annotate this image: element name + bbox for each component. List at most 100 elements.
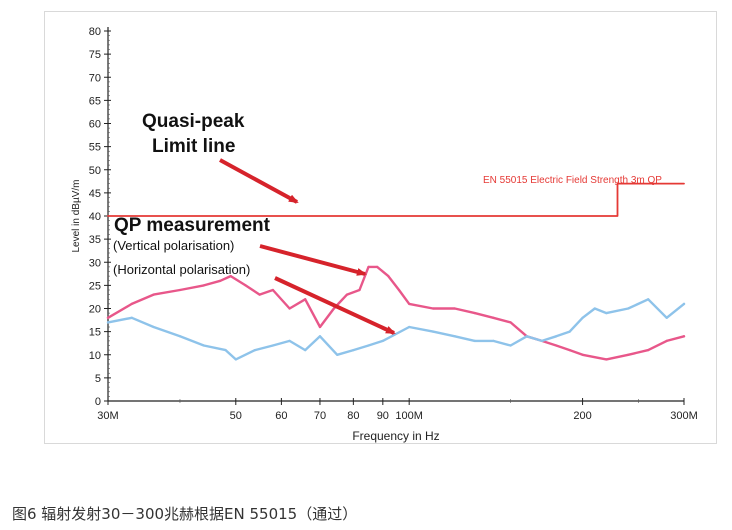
- x-tick-label: 100M: [395, 410, 423, 422]
- vertical-point: [473, 312, 476, 315]
- horizontal-point: [304, 349, 307, 352]
- horizontal-point: [178, 335, 182, 338]
- x-tick-label: 70: [314, 410, 326, 422]
- vertical-point: [568, 349, 571, 352]
- vertical-series-line: [106, 265, 686, 361]
- horizontal-point: [367, 344, 370, 347]
- horizontal-arrow: [274, 276, 396, 335]
- vertical-point: [244, 284, 247, 287]
- horizontal-point: [202, 344, 205, 347]
- y-tick-label: 25: [89, 280, 101, 292]
- vertical-point: [271, 288, 275, 292]
- horizontal-point: [431, 330, 435, 333]
- y-tick-label: 0: [95, 396, 101, 408]
- vertical-annotation: (Vertical polarisation): [113, 238, 234, 253]
- horizontal-point: [352, 349, 355, 352]
- x-tick-label: 200: [573, 410, 591, 422]
- horizontal-annotation: (Horizontal polarisation): [113, 262, 250, 277]
- y-tick-label: 15: [89, 327, 101, 339]
- vertical-point: [318, 325, 322, 329]
- vertical-point: [492, 316, 495, 319]
- horizontal-point: [234, 358, 237, 361]
- horizontal-point: [152, 325, 155, 329]
- vertical-arrow: [259, 244, 367, 276]
- horizontal-point: [130, 316, 133, 319]
- x-tick-label: 90: [377, 410, 389, 422]
- horizontal-point: [540, 339, 544, 342]
- y-tick-label: 20: [89, 304, 101, 316]
- x-tick-label: 30M: [97, 410, 118, 422]
- horizontal-point: [525, 335, 528, 338]
- figure-caption: 图6 辐射发射30－300兆赫根据EN 55015（通过）: [12, 505, 358, 523]
- vertical-point: [202, 284, 205, 287]
- horizontal-point: [647, 298, 650, 301]
- horizontal-point: [408, 325, 411, 329]
- vertical-point: [376, 265, 379, 268]
- y-tick-label: 55: [89, 142, 101, 154]
- vertical-point: [345, 293, 349, 296]
- vertical-point: [555, 344, 558, 347]
- vertical-point: [387, 275, 390, 278]
- vertical-point: [288, 307, 291, 310]
- horizontal-point: [593, 307, 596, 310]
- y-tick-label: 80: [89, 26, 101, 38]
- horizontal-point: [492, 339, 495, 342]
- limit-line: [107, 182, 685, 217]
- x-tick-label: 50: [230, 410, 242, 422]
- vertical-point: [647, 349, 650, 352]
- vertical-point: [682, 335, 686, 338]
- horizontal-point: [453, 335, 456, 338]
- vertical-point: [130, 302, 133, 305]
- vertical-point: [581, 353, 584, 356]
- vertical-point: [219, 279, 222, 282]
- horizontal-point: [555, 335, 558, 338]
- y-tick-label: 40: [89, 211, 101, 223]
- y-tick-label: 60: [89, 119, 101, 131]
- horizontal-point: [627, 307, 630, 310]
- horizontal-point: [568, 330, 571, 333]
- y-tick-label: 65: [89, 95, 101, 107]
- y-tick-label: 75: [89, 49, 101, 61]
- vertical-point: [304, 298, 307, 301]
- vertical-point: [509, 321, 512, 324]
- limit-annotation-line2: Limit line: [152, 136, 235, 157]
- x-tick-label: 300M: [670, 410, 698, 422]
- y-tick-label: 35: [89, 234, 101, 246]
- vertical-point: [229, 275, 232, 278]
- horizontal-point: [336, 353, 339, 356]
- horizontal-point: [509, 344, 512, 347]
- vertical-point: [408, 302, 411, 305]
- horizontal-point: [288, 339, 291, 342]
- vertical-point: [106, 316, 110, 319]
- vertical-point: [665, 339, 668, 342]
- vertical-point: [332, 307, 335, 310]
- vertical-point: [397, 288, 401, 292]
- vertical-point: [358, 288, 361, 292]
- chart-frame: 0 5 10 15 20 25 30 35 40 45 50 55 60 65 70 75 80 30M 50 60 7…: [44, 11, 717, 444]
- horizontal-point: [224, 349, 227, 352]
- y-tick-label: 45: [89, 188, 101, 200]
- vertical-point: [453, 307, 456, 310]
- horizontal-point: [106, 321, 110, 324]
- limit-annotation-line1: Quasi-peak: [142, 111, 245, 132]
- qp-annotation-title: QP measurement: [114, 215, 271, 236]
- emission-chart: 0 5 10 15 20 25 30 35 40 45 50 55 60 65 70 75 80 30M 50 60 7…: [71, 26, 698, 443]
- y-tick-label: 70: [89, 72, 101, 84]
- vertical-point: [178, 288, 182, 292]
- x-axis-title: Frequency in Hz: [352, 429, 439, 443]
- horizontal-point: [581, 316, 584, 319]
- horizontal-point: [253, 349, 257, 352]
- horizontal-point: [682, 302, 686, 305]
- x-tick-label: 60: [275, 410, 287, 422]
- horizontal-point: [271, 344, 275, 347]
- vertical-point: [367, 265, 370, 268]
- limit-series-label: EN 55015 Electric Field Strength 3m QP: [483, 175, 662, 186]
- vertical-point: [605, 358, 608, 361]
- vertical-point: [258, 293, 261, 296]
- horizontal-point: [381, 339, 384, 342]
- horizontal-series-line: [106, 298, 686, 361]
- y-tick-label: 30: [89, 257, 101, 269]
- y-axis-title: Level in dBµV/m: [71, 179, 82, 252]
- y-tick-label: 10: [89, 350, 101, 362]
- y-tick-label: 5: [95, 373, 101, 385]
